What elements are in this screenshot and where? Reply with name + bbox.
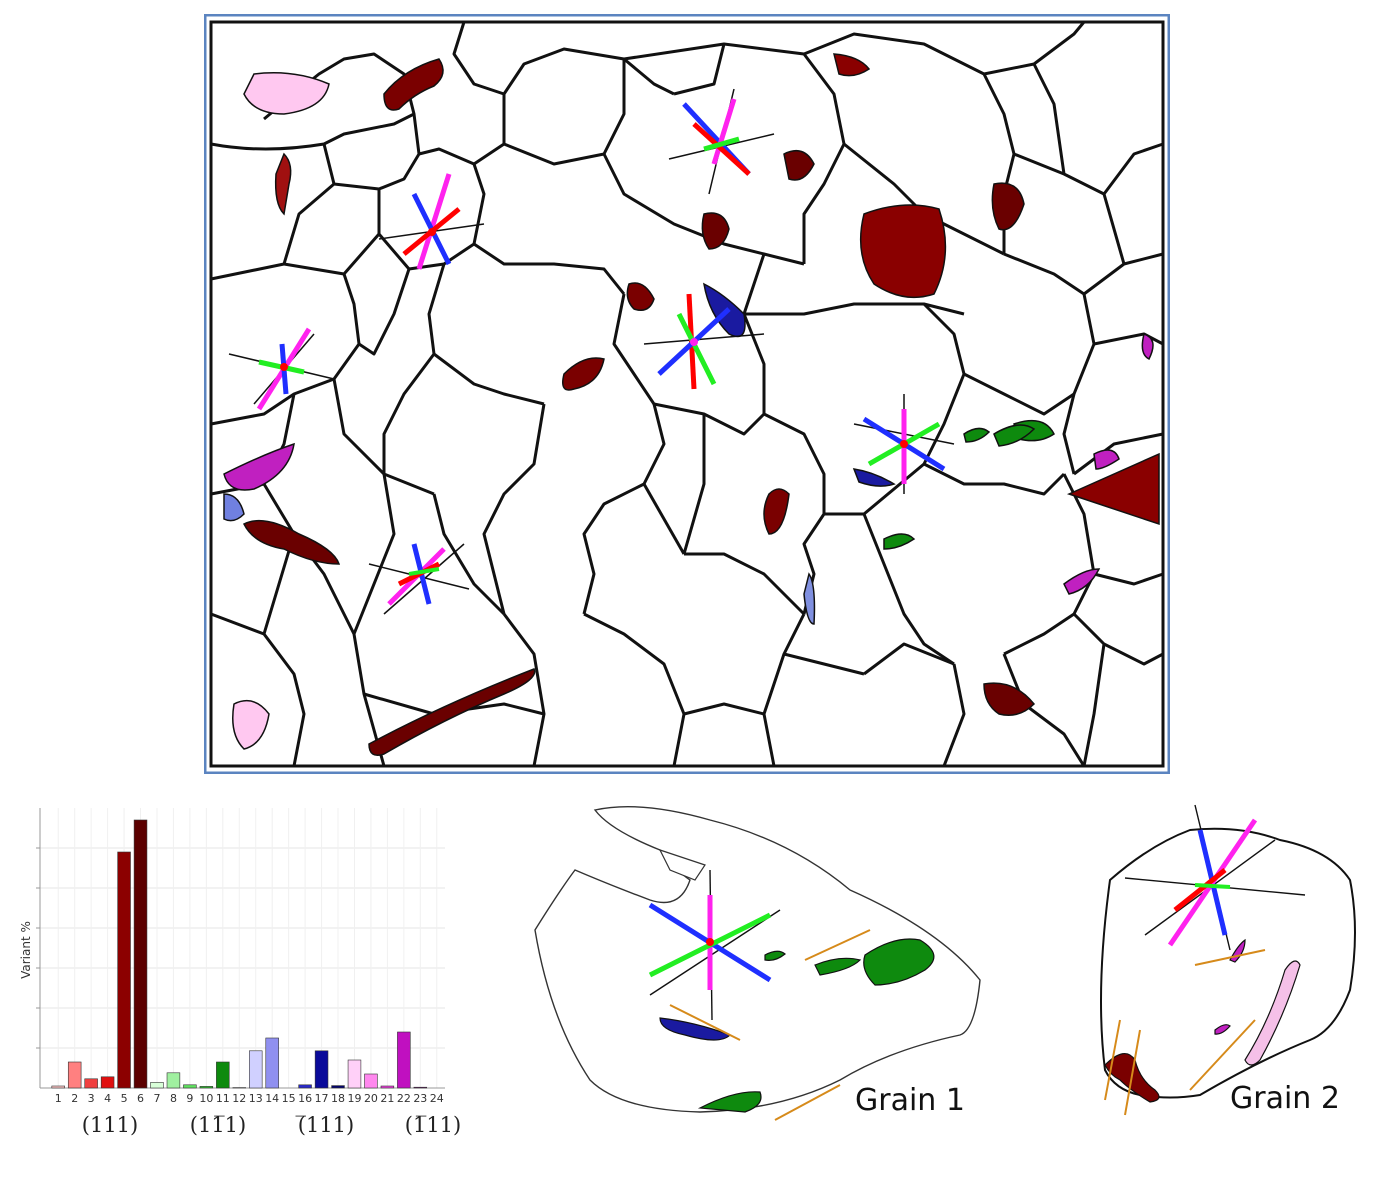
grain-1-trace-3 bbox=[774, 1084, 841, 1121]
x-tick-label: 4 bbox=[104, 1092, 111, 1105]
grain-1-center bbox=[706, 938, 714, 946]
chart-tick-labels: 1 2 3 4 5 6 7 8 9 10 11 12 13 14 15 16 17 18 19 20 21 22 23 24 bbox=[55, 1092, 444, 1105]
grain-2-trace-3 bbox=[1194, 949, 1266, 966]
x-tick-label: 13 bbox=[249, 1092, 263, 1105]
bar-variant-11 bbox=[216, 1061, 230, 1089]
grain-1-trace-2 bbox=[669, 1004, 741, 1041]
microstructure-map bbox=[203, 13, 1171, 775]
x-tick-label: 6 bbox=[137, 1092, 144, 1105]
x-tick-label: 11 bbox=[216, 1092, 230, 1105]
x-tick-label: 21 bbox=[380, 1092, 394, 1105]
x-tick-label: 20 bbox=[364, 1092, 378, 1105]
grain-2-precipitate-pink bbox=[1244, 960, 1301, 1066]
grain-2-outline bbox=[1100, 827, 1356, 1099]
x-tick-label: 18 bbox=[331, 1092, 345, 1105]
x-tick-label: 7 bbox=[153, 1092, 160, 1105]
grain-1-precipitate-b bbox=[814, 957, 862, 976]
x-tick-label: 1 bbox=[55, 1092, 62, 1105]
grain-map-svg bbox=[203, 13, 1171, 775]
x-tick-label: 2 bbox=[71, 1092, 78, 1105]
bar-variant-9 bbox=[183, 1084, 197, 1089]
grain-2-trace-1 bbox=[1124, 1029, 1141, 1116]
grain-boundaries bbox=[210, 21, 1164, 767]
grain-1-outline bbox=[534, 805, 981, 1113]
grain-1-precipitate-e bbox=[659, 1017, 732, 1041]
variant-chart-panel: 1 2 3 4 5 6 7 8 9 10 11 12 13 14 15 16 17 18 19 20 21 22 23 24 … bbox=[0, 790, 520, 1190]
bar-variant-7 bbox=[150, 1082, 164, 1089]
grain-1-trace-1 bbox=[804, 929, 871, 961]
bar-variant-23 bbox=[413, 1086, 428, 1089]
orientation-star-3 bbox=[228, 327, 335, 411]
grain-2-trace-red bbox=[1173, 868, 1227, 912]
x-tick-label: 3 bbox=[88, 1092, 95, 1105]
chart-bars bbox=[51, 819, 428, 1089]
x-tick-label: 22 bbox=[397, 1092, 411, 1105]
bar-variant-2 bbox=[67, 1061, 82, 1089]
bar-variant-8 bbox=[166, 1072, 181, 1089]
bar-variant-22 bbox=[397, 1031, 411, 1089]
x-tick-label: 9 bbox=[186, 1092, 193, 1105]
x-tick-label: 19 bbox=[347, 1092, 361, 1105]
grain-2-trace-4 bbox=[1189, 1019, 1256, 1091]
x-tick-label: 24 bbox=[430, 1092, 444, 1105]
bar-variant-5 bbox=[117, 851, 131, 1089]
group-label-2: (11̅1) bbox=[190, 1113, 246, 1137]
orientation-star-6 bbox=[368, 543, 470, 615]
bar-variant-13 bbox=[249, 1050, 263, 1089]
grain-2-label: Grain 2 bbox=[1230, 1081, 1340, 1116]
grain-1-notch bbox=[658, 848, 706, 881]
group-label-1: (111) bbox=[82, 1113, 138, 1137]
grain-1-precipitate-c bbox=[764, 950, 786, 961]
orientation-star-5 bbox=[853, 394, 955, 494]
bar-variant-14 bbox=[265, 1037, 279, 1089]
x-tick-label: 16 bbox=[298, 1092, 312, 1105]
bar-variant-18 bbox=[331, 1085, 345, 1089]
grain-2-trace-green bbox=[1194, 883, 1231, 889]
x-tick-label: 12 bbox=[232, 1092, 246, 1105]
x-tick-label: 14 bbox=[265, 1092, 279, 1105]
x-tick-label: 5 bbox=[121, 1092, 128, 1105]
orientation-star-2 bbox=[668, 88, 775, 195]
bar-variant-3 bbox=[84, 1078, 98, 1089]
grain-2-trace-2 bbox=[1104, 1019, 1121, 1101]
bar-variant-10 bbox=[199, 1086, 214, 1089]
bar-variant-16 bbox=[298, 1084, 312, 1089]
x-tick-label: 23 bbox=[413, 1092, 427, 1105]
bar-variant-4 bbox=[100, 1076, 115, 1089]
x-tick-label: 8 bbox=[170, 1092, 177, 1105]
grain-1-precipitate-d bbox=[697, 1091, 762, 1113]
grain-1-svg: Grain 1 bbox=[534, 805, 981, 1121]
bar-variant-19 bbox=[347, 1059, 362, 1089]
bar-variant-21 bbox=[380, 1085, 395, 1089]
bar-variant-1 bbox=[51, 1085, 65, 1089]
x-tick-label: 15 bbox=[282, 1092, 296, 1105]
map-inner-frame bbox=[209, 20, 1165, 768]
grain-1-label: Grain 1 bbox=[855, 1083, 965, 1118]
chart-grid bbox=[36, 808, 445, 1088]
orientation-star-1 bbox=[378, 173, 485, 270]
grain-1-precipitate-a bbox=[863, 938, 935, 986]
bar-variant-17 bbox=[314, 1050, 329, 1089]
grain-1-ref-line-1 bbox=[649, 909, 781, 996]
y-axis-label: Variant % bbox=[19, 921, 33, 979]
grain-2-panel: Grain 2 bbox=[1080, 790, 1370, 1130]
group-label-3: (̅111) bbox=[295, 1113, 354, 1137]
bar-variant-20 bbox=[364, 1073, 378, 1089]
group-label-4: (1̅11) bbox=[405, 1113, 461, 1137]
grain-2-precipitate-small bbox=[1214, 1024, 1231, 1035]
orientation-star-4 bbox=[643, 293, 765, 390]
x-tick-label: 10 bbox=[199, 1092, 213, 1105]
variant-bar-chart: 1 2 3 4 5 6 7 8 9 10 11 12 13 14 15 16 17 18 19 20 21 22 23 24 … bbox=[19, 808, 461, 1137]
x-tick-label: 17 bbox=[315, 1092, 329, 1105]
bar-variant-6 bbox=[133, 819, 148, 1089]
precipitates bbox=[223, 53, 1160, 756]
grain-1-panel: Grain 1 bbox=[520, 790, 990, 1130]
grain-2-svg: Grain 2 bbox=[1100, 804, 1356, 1116]
